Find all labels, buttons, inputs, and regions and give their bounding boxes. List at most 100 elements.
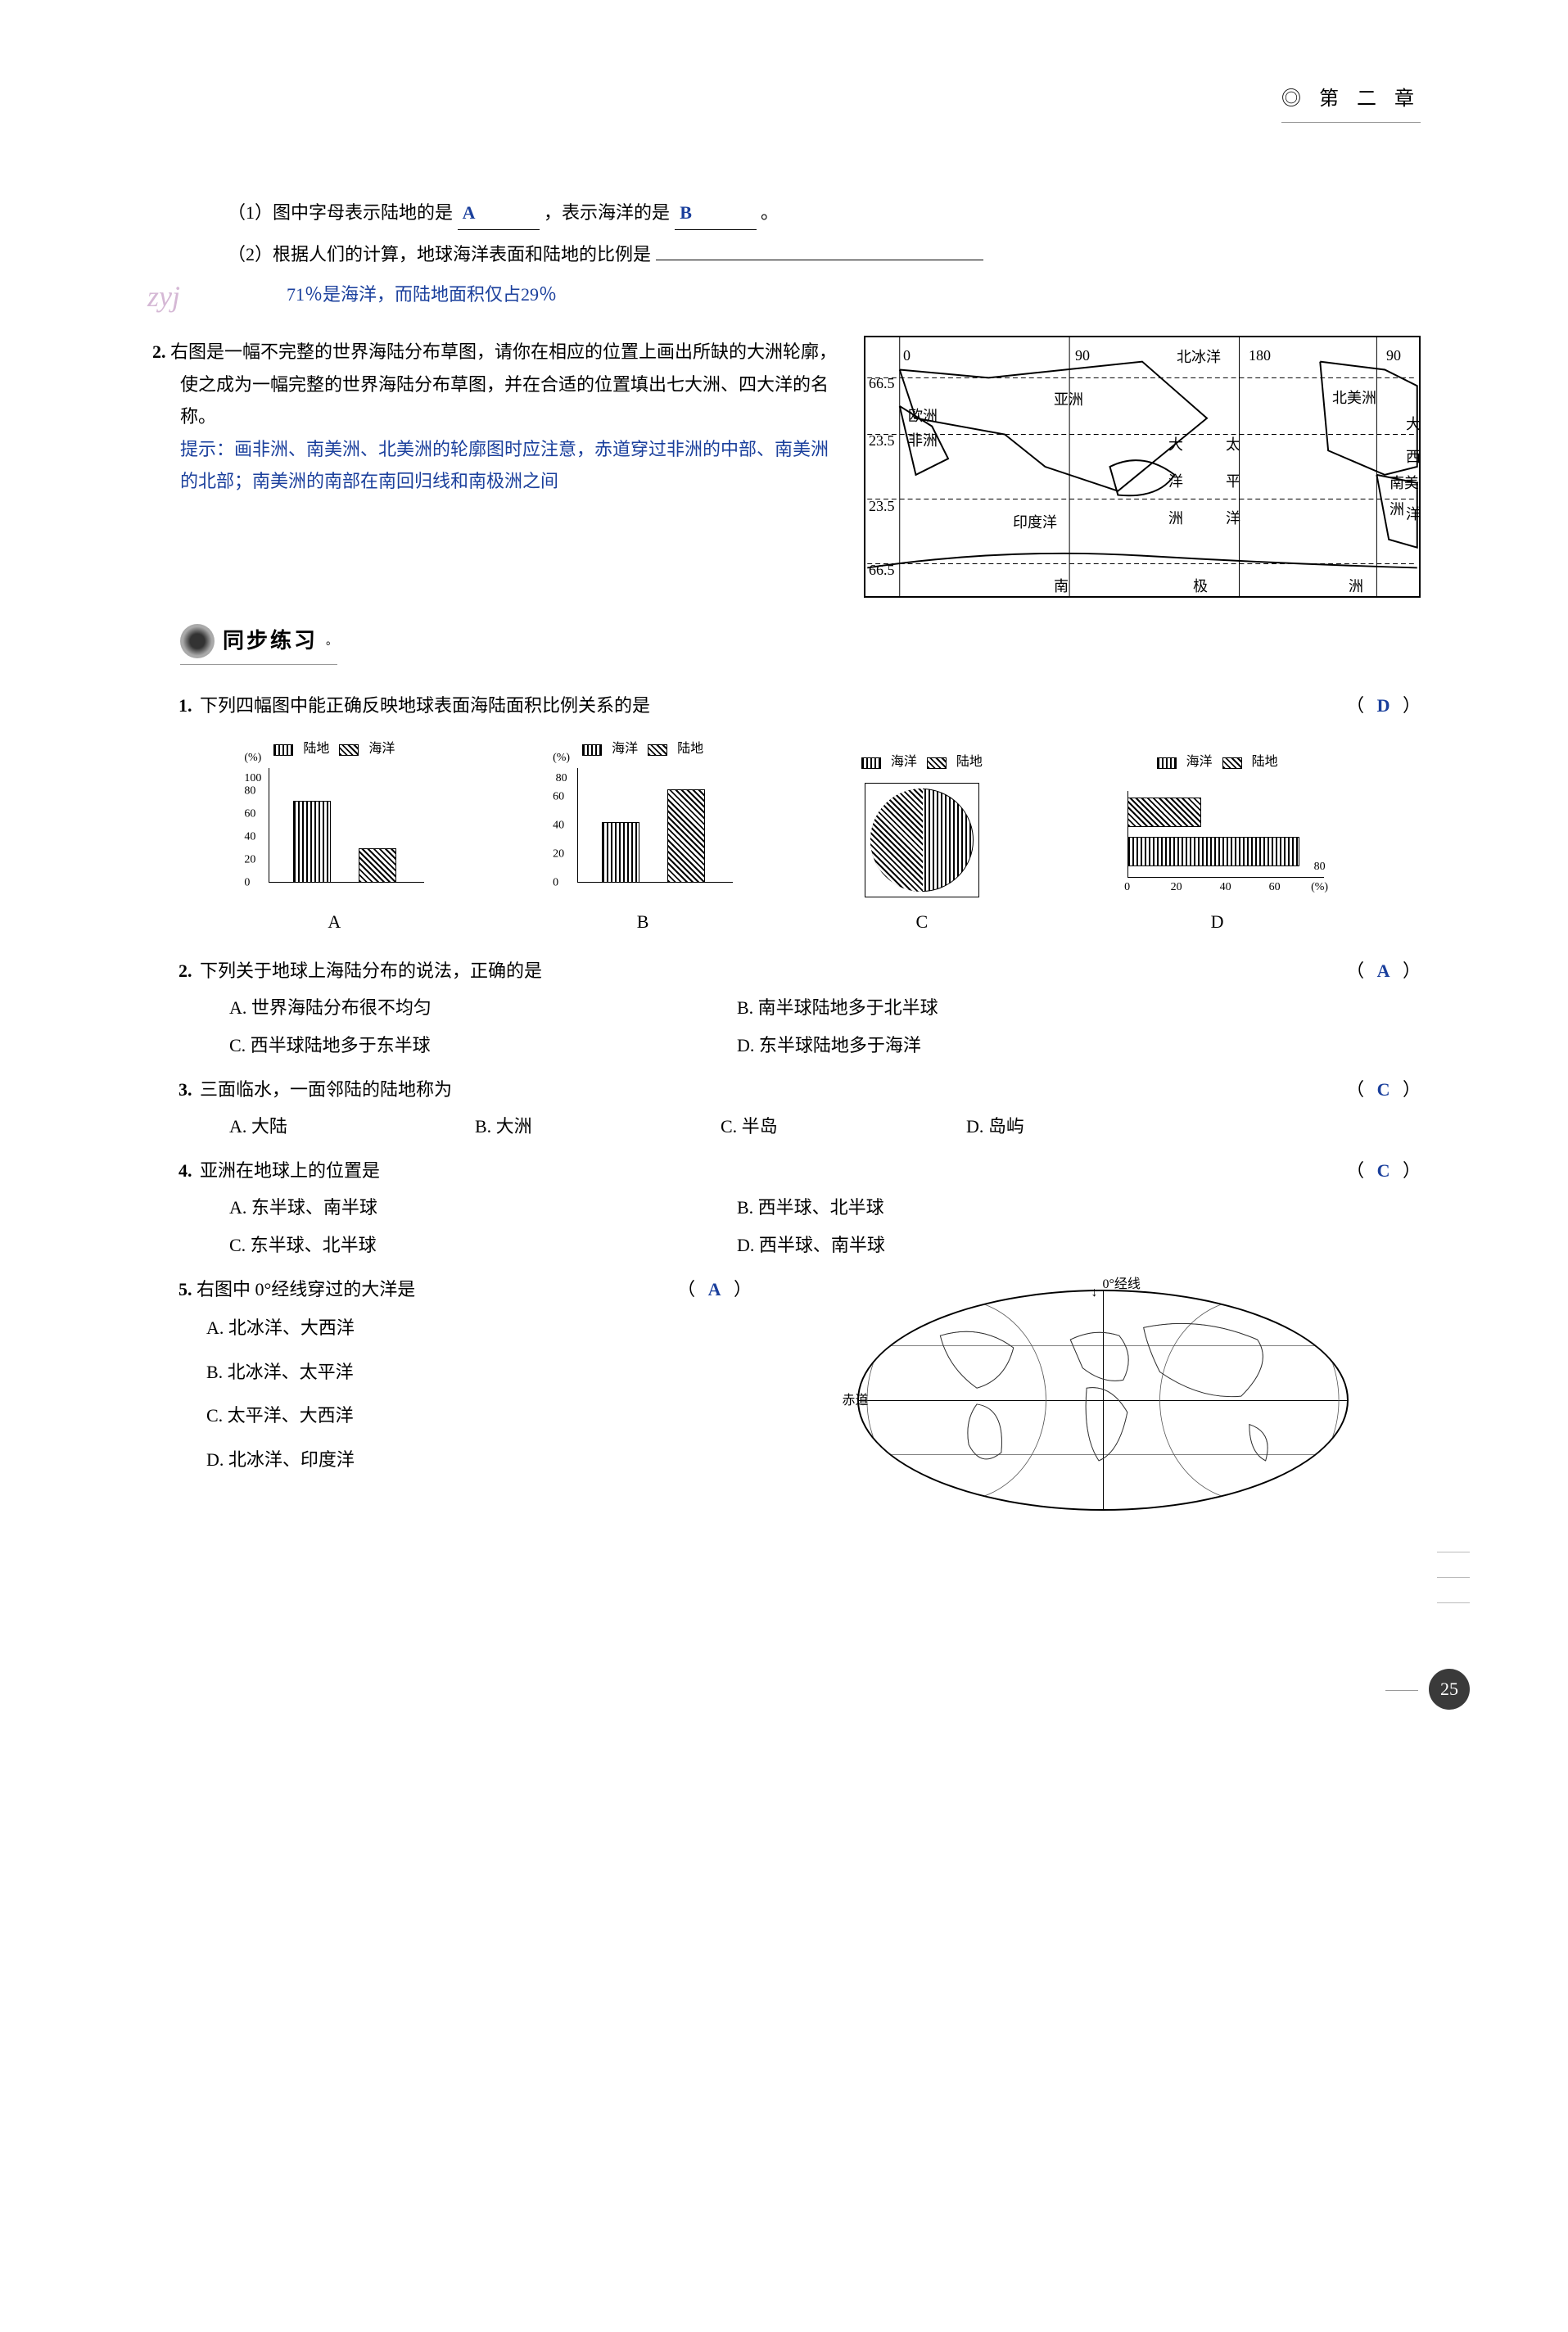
q2-text-span: 右图是一幅不完整的世界海陆分布草图，请你在相应的位置上画出所缺的大洲轮廓，使之成…: [170, 341, 837, 427]
p2-ans: A: [1369, 960, 1399, 981]
section-practice: 同步练习 。: [180, 622, 337, 665]
lbl-pingyang: 洋: [1226, 505, 1240, 531]
p5-optA: A. 北冰洋、大西洋: [206, 1312, 752, 1345]
chart-C: 海洋 陆地 C: [861, 751, 983, 938]
p3-q: 三面临水，一面邻陆的陆地称为: [200, 1079, 452, 1100]
chartA-label: A: [244, 906, 424, 938]
legD-1: 海洋: [1186, 751, 1213, 775]
q2-num: 2.: [152, 341, 166, 362]
lbl-africa: 非洲: [908, 427, 938, 454]
p3-optD: D. 岛屿: [966, 1110, 1212, 1143]
lbl-arctic: 北冰洋: [1177, 344, 1221, 370]
p2-opts-row1: A. 世界海陆分布很不均匀 B. 南半球陆地多于北半球: [147, 992, 1421, 1024]
p2-optA: A. 世界海陆分布很不均匀: [229, 992, 737, 1024]
q1-1-ans1: A: [463, 202, 476, 223]
hbarD-1: [1127, 798, 1201, 827]
p2-opts-row2: C. 西半球陆地多于东半球 D. 东半球陆地多于海洋: [147, 1029, 1421, 1062]
chartD-label: D: [1111, 906, 1324, 938]
lbl-europe: 欧洲: [908, 403, 938, 429]
q1-part2: （2）根据人们的计算，地球海洋表面和陆地的比例是: [147, 238, 1421, 271]
lon-90: 90: [1075, 342, 1090, 368]
q2-hint: 提示：画非洲、南美洲、北美洲的轮廓图时应注意，赤道穿过非洲的中部、南美洲的北部；…: [180, 433, 839, 498]
lbl-zhou2: 洲: [1349, 573, 1363, 599]
lat-23n: 23.5: [869, 427, 895, 454]
q1-1-text: （1）图中字母表示陆地的是: [228, 202, 453, 223]
q1-2-answer-line: 71％是海洋，而陆地面积仅占29％: [147, 278, 1421, 311]
chart-D: 海洋 陆地 0 20 40 60 80(%) D: [1111, 751, 1324, 938]
legB-1: 海洋: [612, 738, 638, 762]
chart-B: 海洋 陆地 (%)80 60 40 20 0 B: [553, 738, 733, 938]
q1-2-text: （2）根据人们的计算，地球海洋表面和陆地的比例是: [228, 244, 651, 264]
legA-2: 海洋: [368, 738, 395, 762]
lbl-asia: 亚洲: [1054, 386, 1083, 413]
chapter-header: 第 二 章: [1281, 82, 1421, 123]
q1-1-mid: ，表示海洋的是: [544, 202, 670, 223]
p4-opts-row1: A. 东半球、南半球 B. 西半球、北半球: [147, 1191, 1421, 1224]
equator-label: 赤道: [843, 1390, 869, 1413]
world-map-sketch: 0 90 180 90 北冰洋 亚洲 北美洲 欧洲 非洲 大 大 太 西 南美洲…: [864, 336, 1421, 598]
lbl-da: 大: [1406, 411, 1421, 437]
p5-q: 右图中 0°经线穿过的大洋是: [197, 1279, 415, 1299]
p4-optB: B. 西半球、北半球: [737, 1191, 1245, 1224]
chartB-label: B: [553, 906, 733, 938]
p2-optD: D. 东半球陆地多于海洋: [737, 1029, 1245, 1062]
oval-world-map: 0°经线: [849, 1273, 1357, 1519]
lon-180: 180: [1249, 342, 1271, 368]
lon-90b: 90: [1386, 342, 1401, 368]
barA-1: [293, 801, 331, 883]
lbl-zhou: 洲: [1168, 505, 1183, 531]
lon-0: 0: [903, 342, 911, 368]
p2-optB: B. 南半球陆地多于北半球: [737, 992, 1245, 1024]
lbl-yang-dayang: 洋: [1168, 468, 1183, 495]
lat-23s: 23.5: [869, 493, 895, 519]
charts-row: 陆地 海洋 (%)100 80 60 40 20 0 A 海洋 陆地: [180, 738, 1388, 938]
p3-ans: C: [1369, 1079, 1399, 1100]
page-number: 25: [1429, 1669, 1470, 1710]
p5-ans: A: [700, 1279, 730, 1299]
practice-q4: 4. 亚洲在地球上的位置是 （ C ）: [147, 1155, 1421, 1187]
p2-q: 下列关于地球上海陆分布的说法，正确的是: [200, 960, 542, 981]
pie-C: [865, 783, 979, 897]
p4-q: 亚洲在地球上的位置是: [200, 1160, 380, 1181]
legB-2: 陆地: [677, 738, 703, 762]
barB-1: [602, 822, 639, 883]
legD-2: 陆地: [1252, 751, 1278, 775]
p5-optD: D. 北冰洋、印度洋: [206, 1444, 752, 1476]
p4-ans: C: [1369, 1160, 1399, 1181]
section-title-text: 同步练习: [223, 622, 318, 661]
p4-optD: D. 西半球、南半球: [737, 1229, 1245, 1262]
q2-lead: 2. 右图是一幅不完整的世界海陆分布草图，请你在相应的位置上画出所缺的大洲轮廓，…: [180, 336, 839, 433]
q1-1-ans2: B: [680, 202, 692, 223]
p4-optC: C. 东半球、北半球: [229, 1229, 737, 1262]
chart-A: 陆地 海洋 (%)100 80 60 40 20 0 A: [244, 738, 424, 938]
lbl-south: 南: [1054, 573, 1069, 599]
practice-q1: 1. 下列四幅图中能正确反映地球表面海陆面积比例关系的是 （ D ）: [147, 689, 1421, 722]
legC-1: 海洋: [891, 751, 917, 775]
chartC-label: C: [861, 906, 983, 938]
lbl-indian: 印度洋: [1013, 509, 1057, 536]
practice-q5: 5. 右图中 0°经线穿过的大洋是 （ A ） A. 北冰洋、大西洋 B. 北冰…: [147, 1273, 1421, 1519]
q1-part1: （1）图中字母表示陆地的是 A ，表示海洋的是 B 。: [147, 197, 1421, 230]
lbl-ping: 平: [1226, 468, 1240, 495]
p3-optA: A. 大陆: [229, 1110, 475, 1143]
q1-2-ans: 71％是海洋，而陆地面积仅占29％: [287, 284, 557, 305]
lat-66s: 66.5: [869, 557, 895, 583]
lbl-yang2: 洋: [1406, 501, 1421, 527]
page-ticks: [147, 1552, 1470, 1603]
lbl-xi: 西: [1406, 444, 1421, 470]
question-1: （1）图中字母表示陆地的是 A ，表示海洋的是 B 。 （2）根据人们的计算，地…: [147, 197, 1421, 311]
p3-optB: B. 大洲: [475, 1110, 721, 1143]
p4-opts-row2: C. 东半球、北半球 D. 西半球、南半球: [147, 1229, 1421, 1262]
p3-opts: A. 大陆 B. 大洲 C. 半岛 D. 岛屿: [147, 1110, 1421, 1143]
legA-1: 陆地: [303, 738, 329, 762]
legC-2: 陆地: [956, 751, 983, 775]
p1-ans: D: [1369, 695, 1399, 716]
lat-66n: 66.5: [869, 370, 895, 396]
barB-2: [667, 789, 705, 883]
lbl-namerica: 北美洲: [1332, 385, 1376, 411]
question-2: 2. 右图是一幅不完整的世界海陆分布草图，请你在相应的位置上画出所缺的大洲轮廓，…: [147, 336, 1421, 598]
lbl-da2: 大: [1168, 432, 1183, 458]
barA-2: [359, 848, 396, 883]
p5-optB: B. 北冰洋、太平洋: [206, 1356, 752, 1389]
practice-q3: 3. 三面临水，一面邻陆的陆地称为 （ C ）: [147, 1073, 1421, 1106]
